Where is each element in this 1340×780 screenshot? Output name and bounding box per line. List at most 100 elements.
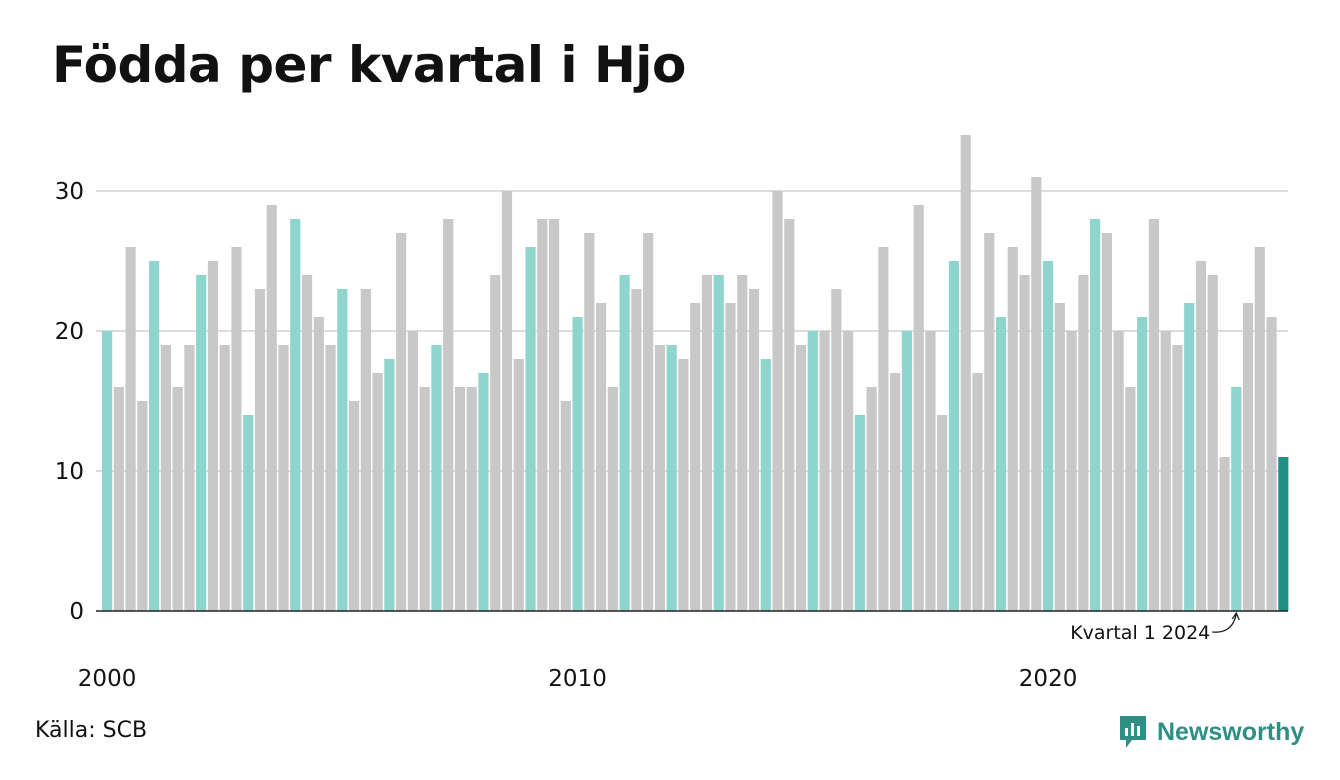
bar	[1231, 387, 1242, 611]
bar	[760, 359, 771, 611]
bar	[690, 303, 701, 611]
bar	[207, 261, 219, 611]
bar	[1054, 303, 1065, 611]
bar	[948, 261, 960, 611]
bar	[254, 289, 266, 611]
bar	[419, 387, 430, 611]
bar	[737, 275, 748, 611]
bar	[490, 275, 501, 611]
bar	[1195, 261, 1207, 611]
y-tick-label: 30	[55, 179, 84, 205]
bar	[725, 303, 736, 611]
bar	[960, 135, 971, 611]
bar	[125, 247, 136, 611]
bar	[160, 345, 171, 611]
bar	[1184, 303, 1195, 611]
bar	[172, 387, 183, 611]
bar	[301, 275, 313, 611]
bar	[396, 233, 407, 611]
bar	[407, 331, 418, 611]
y-tick-label: 10	[55, 459, 84, 485]
bar	[454, 387, 466, 611]
bar	[901, 331, 912, 611]
bar	[607, 387, 618, 611]
bar	[513, 359, 524, 611]
bar	[878, 247, 889, 611]
bar	[1007, 247, 1018, 611]
bar	[772, 191, 783, 611]
newsworthy-logo-icon	[1120, 716, 1146, 748]
bar	[1278, 457, 1289, 611]
bar	[219, 345, 230, 611]
bar	[831, 289, 842, 611]
y-tick-label: 0	[69, 599, 84, 625]
bar	[102, 331, 113, 611]
annotation-arrowhead	[1231, 611, 1240, 621]
x-tick-label: 2020	[1019, 666, 1078, 692]
bar	[795, 345, 807, 611]
bar	[149, 261, 160, 611]
bar	[525, 247, 536, 611]
brand-logo[interactable]: Newsworthy	[1118, 713, 1304, 751]
chart-title: Födda per kvartal i Hjo	[52, 36, 686, 94]
bar	[478, 373, 489, 611]
bar	[925, 331, 936, 611]
bar	[466, 387, 477, 611]
bar	[537, 219, 548, 611]
bar	[501, 191, 513, 611]
bar	[1219, 457, 1230, 611]
bar	[1172, 345, 1183, 611]
bar	[890, 373, 901, 611]
bar	[349, 401, 360, 611]
bar	[1066, 331, 1077, 611]
bar	[713, 275, 724, 611]
bar	[678, 359, 689, 611]
bar	[113, 387, 124, 611]
bar	[1113, 331, 1124, 611]
bar	[654, 345, 665, 611]
bar	[1254, 247, 1265, 611]
bar	[1148, 219, 1160, 611]
bar	[560, 401, 571, 611]
bar	[372, 373, 383, 611]
bar	[572, 317, 583, 611]
x-tick-label: 2010	[548, 666, 607, 692]
bar	[384, 359, 395, 611]
annotation-label: Kvartal 1 2024	[1070, 622, 1210, 644]
bar	[1101, 233, 1112, 611]
bar	[748, 289, 760, 611]
bar	[854, 415, 865, 611]
bar	[631, 289, 642, 611]
bar	[137, 401, 148, 611]
bar	[1207, 275, 1218, 611]
bar	[290, 219, 301, 611]
x-tick-label: 2000	[78, 666, 137, 692]
bar	[1031, 177, 1042, 611]
bar	[596, 303, 607, 611]
bar	[866, 387, 877, 611]
bar	[972, 373, 983, 611]
bar	[984, 233, 995, 611]
source-label: Källa: SCB	[35, 718, 148, 743]
bar	[807, 331, 818, 611]
y-tick-label: 20	[55, 319, 84, 345]
annotation: Kvartal 1 2024	[1070, 611, 1240, 644]
bar	[243, 415, 254, 611]
bar	[278, 345, 289, 611]
bar	[643, 233, 654, 611]
bar	[784, 219, 795, 611]
bar	[1266, 317, 1277, 611]
tick-labels: 0 10 20 30 2000 2010 2020	[55, 179, 1078, 692]
bar	[196, 275, 207, 611]
bar	[431, 345, 442, 611]
bar	[666, 345, 677, 611]
bar	[325, 345, 336, 611]
bar	[843, 331, 854, 611]
bar	[1019, 275, 1030, 611]
bar	[995, 317, 1007, 611]
bar	[184, 345, 195, 611]
bar	[443, 219, 454, 611]
bar	[701, 275, 713, 611]
bar	[548, 219, 560, 611]
